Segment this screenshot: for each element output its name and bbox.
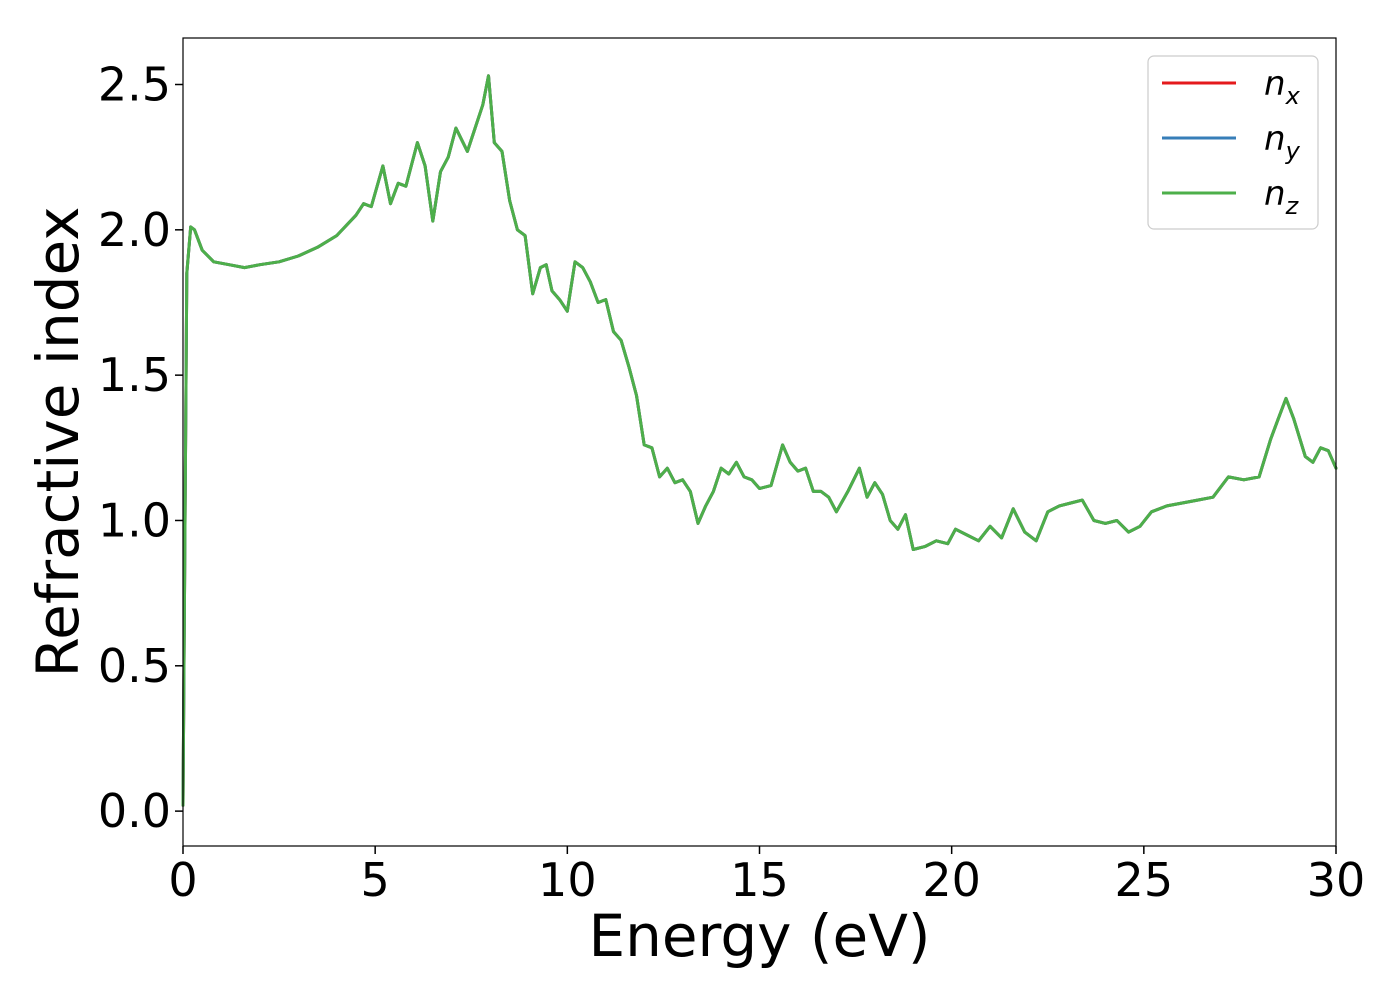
legend-label: nz <box>1264 174 1300 220</box>
x-axis-title: Energy (eV) <box>588 902 930 970</box>
x-tick-label: 20 <box>922 853 981 907</box>
y-tick-label: 1.0 <box>98 493 171 547</box>
y-tick-label: 0.0 <box>98 784 171 838</box>
x-tick-label: 0 <box>168 853 197 907</box>
series-layer <box>181 74 1338 807</box>
y-tick-label: 0.5 <box>98 639 171 693</box>
y-tick-label: 1.5 <box>98 348 171 402</box>
y-tick-label: 2.0 <box>98 203 171 257</box>
x-tick-label: 10 <box>538 853 597 907</box>
legend: nx ny nz <box>1147 55 1319 230</box>
x-tick-label: 15 <box>730 853 789 907</box>
x-tick-label: 25 <box>1115 853 1174 907</box>
legend-label: nx <box>1264 64 1301 110</box>
y-tick-label: 2.5 <box>98 58 171 112</box>
legend-label: ny <box>1264 119 1301 165</box>
x-tick-label: 5 <box>361 853 390 907</box>
x-axis: 0 5 10 15 20 25 30 <box>168 846 1365 907</box>
plot-background <box>183 38 1336 846</box>
legend-box <box>1147 55 1319 230</box>
y-axis: 0.0 0.5 1.0 1.5 2.0 2.5 <box>98 58 183 838</box>
x-tick-label: 30 <box>1307 853 1366 907</box>
series-line-n-z <box>181 74 1338 807</box>
y-axis-title: Refractive index <box>24 206 92 677</box>
